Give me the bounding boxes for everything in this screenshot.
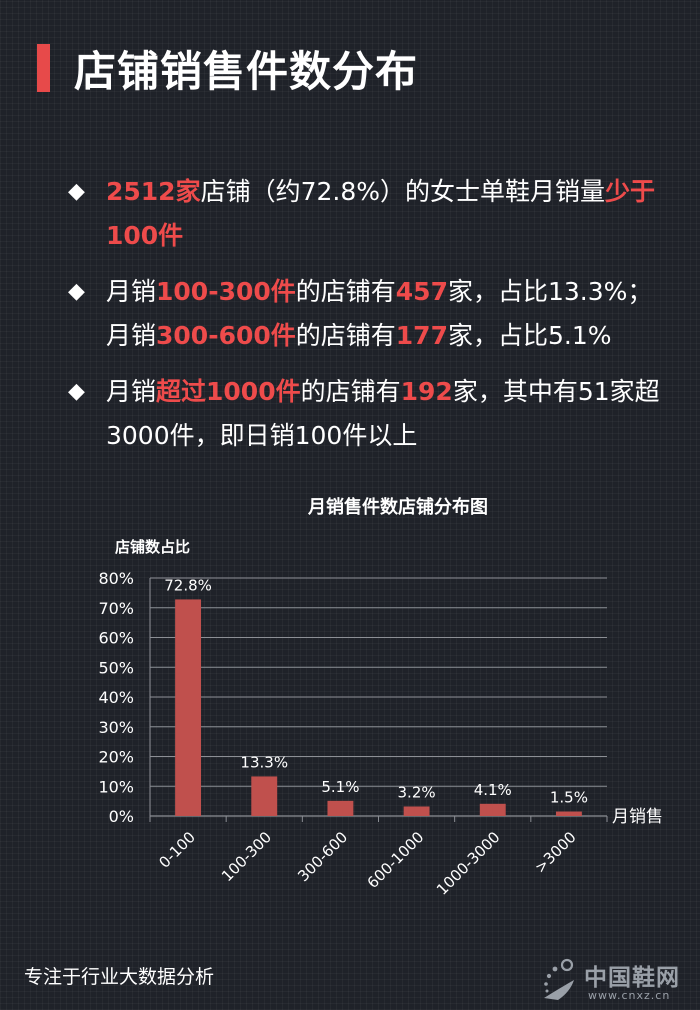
y-tick-label: 80% [98, 569, 134, 588]
y-tick-label: 30% [98, 718, 134, 737]
bullet-segment: 店铺（约72.8%）的女士单鞋月销量 [200, 177, 606, 206]
x-axis-title: 月销售 [612, 807, 663, 827]
y-axis-title: 店铺数占比 [115, 538, 190, 556]
bullet-segment: 月销 [106, 377, 157, 406]
y-tick-label: 40% [98, 688, 134, 707]
y-tick-label: 10% [98, 777, 134, 796]
bullet-segment: 家，其中有51家超3000件，即日销100件以上 [106, 377, 660, 450]
bullet-item: ◆ 月销超过1000件的店铺有192家，其中有51家超3000件，即日销100件… [68, 370, 668, 458]
bullet-segment: 2512家 [106, 177, 201, 206]
bar [175, 599, 202, 816]
bullet-text: 月销100-300件的店铺有457家，占比13.3%；月销300-600件的店铺… [106, 277, 652, 350]
x-tick-label: 100-300 [218, 828, 275, 885]
bullet-segment: 300-600件 [156, 321, 296, 350]
data-label: 3.2% [398, 783, 436, 801]
logo-name: 中国鞋网 [584, 965, 680, 991]
data-label: 4.1% [474, 781, 512, 799]
bullet-segment: 月销 [106, 277, 157, 306]
x-tick-label: 300-600 [294, 828, 351, 885]
data-label: 72.8% [164, 576, 212, 594]
y-tick-label: 50% [98, 658, 134, 677]
bar [327, 800, 354, 816]
bullet-segment: 457 [395, 277, 448, 306]
data-label: 13.3% [240, 753, 288, 771]
footer-tagline: 专注于行业大数据分析 [24, 966, 215, 988]
bullet-item: ◆ 2512家店铺（约72.8%）的女士单鞋月销量少于100件 [68, 170, 668, 258]
bullet-segment: 100-300件 [156, 277, 296, 306]
bullet-text: 月销超过1000件的店铺有192家，其中有51家超3000件，即日销100件以上 [106, 377, 660, 450]
y-tick-label: 20% [98, 748, 134, 767]
diamond-bullet-icon: ◆ [68, 379, 85, 404]
data-label: 5.1% [321, 778, 359, 796]
bullet-segment: 的店铺有 [295, 277, 396, 306]
bullet-segment: 177 [395, 321, 448, 350]
y-tick-label: 0% [109, 807, 134, 826]
bullet-segment: 超过1000件 [156, 377, 301, 406]
chart-plot-area: 0% 10% 20% 30% 40% 50% 60% 70% 80% 72.8% 0-100 13.3… [98, 569, 608, 899]
bar [251, 776, 278, 816]
bar [555, 811, 582, 816]
bullet-segment: 家，占比5.1% [447, 321, 612, 350]
bullet-text: 2512家店铺（约72.8%）的女士单鞋月销量少于100件 [106, 177, 655, 250]
data-label: 1.5% [550, 789, 588, 807]
bar [479, 803, 506, 816]
x-tick-label: 1000-3000 [433, 828, 504, 899]
x-tick-label: >3000 [531, 828, 580, 877]
page-title: 店铺销售件数分布 [74, 47, 419, 96]
logo-url: www.cnxz.cn [588, 989, 671, 1002]
bullet-segment: 的店铺有 [295, 321, 396, 350]
y-tick-label: 60% [98, 629, 134, 648]
bullet-item: ◆ 月销100-300件的店铺有457家，占比13.3%；月销300-600件的… [68, 270, 668, 358]
bar-chart: 月销售件数店铺分布图 店铺数占比 月销售 0% 10% 20% 30% 40% 50% 60… [98, 496, 663, 899]
chart-title: 月销售件数店铺分布图 [307, 496, 488, 518]
shoe-logo-icon [544, 958, 574, 1000]
y-tick-label: 70% [98, 599, 134, 618]
x-tick-label: 600-1000 [364, 828, 428, 892]
bullet-segment: 少于100件 [106, 177, 656, 250]
x-tick-label: 0-100 [155, 828, 199, 872]
diamond-bullet-icon: ◆ [68, 179, 85, 204]
bullet-segment: 的店铺有 [300, 377, 401, 406]
title-accent-bar [37, 44, 50, 92]
bullet-list: ◆ 2512家店铺（约72.8%）的女士单鞋月销量少于100件 ◆ 月销100-… [68, 170, 668, 470]
bar [403, 806, 430, 816]
diamond-bullet-icon: ◆ [68, 279, 85, 304]
bullet-segment: 192 [400, 377, 453, 406]
site-logo: 中国鞋网 www.cnxz.cn [540, 958, 690, 1006]
bullet-segment: 家，占比13.3%；月销 [106, 277, 653, 350]
